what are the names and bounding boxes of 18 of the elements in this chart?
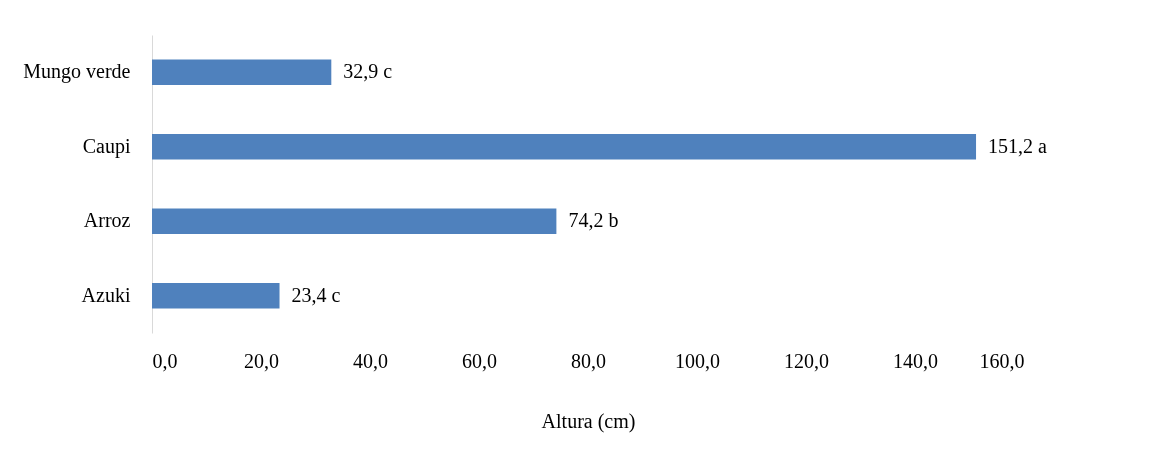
x-axis-title: Altura (cm) — [541, 409, 636, 433]
x-tick-label: 100,0 — [675, 349, 720, 372]
x-tick-label: 80,0 — [571, 349, 606, 372]
x-tick-label: 120,0 — [784, 349, 829, 372]
data-label: 151,2 a — [988, 134, 1048, 157]
x-tick-label: 140,0 — [893, 349, 938, 372]
x-tick-label: 20,0 — [244, 349, 279, 372]
data-label: 23,4 c — [291, 283, 341, 306]
data-label: 74,2 b — [568, 209, 619, 232]
x-tick-label: 60,0 — [462, 349, 497, 372]
x-tick-label: 40,0 — [353, 349, 388, 372]
y-tick-label: Arroz — [83, 209, 131, 232]
y-tick-label: Caupi — [82, 134, 131, 158]
x-tick-label: 0,0 — [152, 349, 178, 372]
y-tick-label: Mungo verde — [23, 60, 131, 84]
data-label: 32,9 c — [343, 60, 393, 83]
y-tick-label: Azuki — [81, 283, 131, 306]
x-tick-label: 160,0 — [979, 349, 1025, 372]
